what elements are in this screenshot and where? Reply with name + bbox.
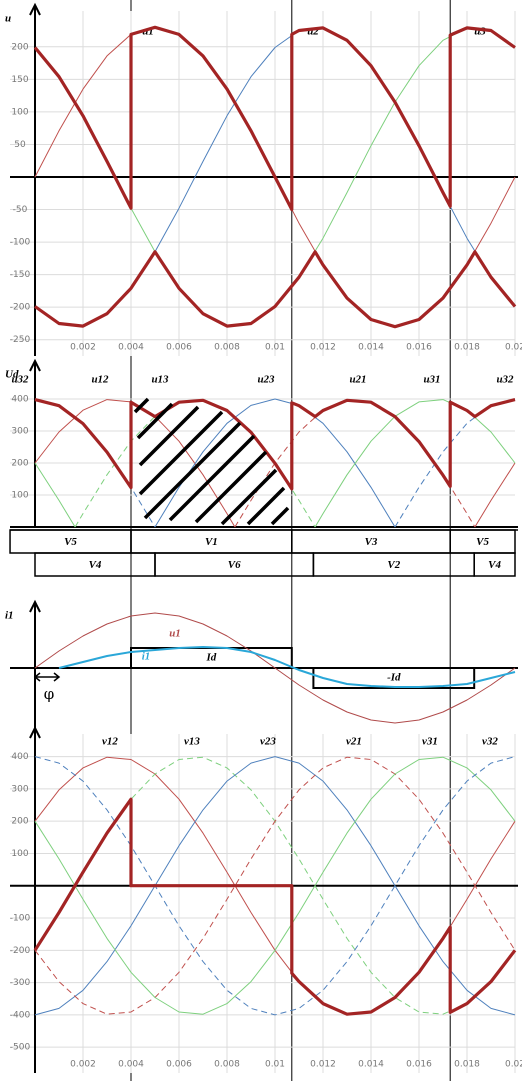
- series-label: v21: [346, 736, 362, 748]
- y-axis-label: u: [5, 13, 11, 25]
- x-tick-label: 0.02: [505, 343, 522, 353]
- series-label: u21: [349, 374, 366, 386]
- y-axis-arrow: [29, 599, 41, 613]
- panel: 0.002 0.004 0.006 0.008 0.01 0.012 0.014 0.016 0…: [5, 2, 522, 356]
- y-tick-label: -500: [10, 1043, 31, 1053]
- series-label: u12: [91, 374, 109, 386]
- series-line: [34, 250, 517, 329]
- thyristor-label: V5: [476, 536, 489, 548]
- series-line: [34, 756, 516, 1015]
- conduction-table: V5 V1 V3 V5 V4 V6 V2 V4: [9, 529, 518, 577]
- x-tick-label: 0.004: [118, 1060, 144, 1070]
- y-tick-label: 100: [11, 849, 28, 859]
- series-label: u23: [257, 374, 275, 386]
- series-label: u1: [142, 26, 154, 38]
- level-label: -Id: [387, 672, 401, 684]
- thyristor-label: V3: [365, 536, 378, 548]
- series-label: v23: [260, 736, 276, 748]
- series-label: u13: [151, 374, 169, 386]
- panel: i1 Id -Id φ u1 i1: [5, 599, 518, 728]
- x-tick-label: 0.016: [406, 343, 432, 353]
- y-tick-label: 50: [14, 140, 26, 150]
- y-tick-label: -200: [10, 303, 31, 313]
- hatch: [133, 397, 290, 526]
- y-tick-label: -300: [10, 978, 31, 988]
- series-line: [33, 797, 517, 1016]
- series-label: v31: [422, 736, 438, 748]
- series-label: u32: [496, 374, 514, 386]
- thyristor-label: V6: [228, 559, 241, 571]
- y-axis-arrow: [29, 358, 41, 372]
- y-axis-arrow: [29, 2, 41, 16]
- x-tick-label: 0.002: [70, 343, 96, 353]
- y-tick-label: 150: [11, 75, 28, 85]
- phi-label: φ: [44, 685, 55, 703]
- x-tick-label: 0.012: [310, 1060, 336, 1070]
- y-tick-label: 400: [11, 395, 28, 405]
- y-tick-label: 100: [11, 107, 28, 117]
- series-line: [34, 612, 516, 724]
- series-label: u32: [11, 374, 29, 386]
- series-label: v13: [184, 736, 200, 748]
- series-line: [33, 25, 516, 212]
- x-tick-label: 0.018: [454, 343, 480, 353]
- background-layer: [10, 0, 516, 1081]
- series-label: u1: [169, 628, 181, 640]
- y-tick-label: 200: [11, 817, 28, 827]
- x-tick-label: 0.016: [406, 1060, 432, 1070]
- series-line: [34, 756, 516, 1016]
- y-axis-arrow: [29, 725, 41, 739]
- x-tick-label: 0.004: [118, 343, 144, 353]
- y-tick-label: 300: [11, 427, 28, 437]
- y-tick-label: 200: [11, 459, 28, 469]
- series-label: v32: [482, 736, 498, 748]
- series-label: v12: [102, 736, 118, 748]
- x-tick-label: 0.02: [505, 1060, 522, 1070]
- y-tick-label: 300: [11, 784, 28, 794]
- level-label: Id: [206, 652, 217, 664]
- x-tick-label: 0.01: [265, 1060, 285, 1070]
- y-tick-label: 400: [11, 752, 28, 762]
- conduction-interval: [473, 552, 516, 577]
- x-tick-label: 0.01: [265, 343, 285, 353]
- y-axis-label: Ud: [5, 369, 19, 381]
- y-tick-label: -100: [10, 914, 31, 924]
- thyristor-label: V4: [488, 559, 501, 571]
- y-tick-label: 100: [11, 491, 28, 501]
- x-tick-label: 0.006: [166, 343, 192, 353]
- x-tick-label: 0.008: [214, 1060, 240, 1070]
- y-tick-label: -400: [10, 1010, 31, 1020]
- y-tick-label: -100: [10, 238, 31, 248]
- y-tick-label: -50: [13, 205, 28, 215]
- x-tick-label: 0.002: [70, 1060, 96, 1070]
- y-tick-label: -200: [10, 946, 31, 956]
- series-line: [58, 646, 516, 688]
- series-line: [34, 398, 516, 491]
- current-level: [312, 667, 476, 689]
- x-tick-label: 0.014: [358, 1060, 384, 1070]
- y-tick-label: -150: [10, 270, 31, 280]
- series-label: u31: [423, 374, 440, 386]
- phi-arrow: [33, 672, 61, 682]
- thyristor-label: V4: [89, 559, 102, 571]
- series-line: [34, 756, 516, 1015]
- x-tick-label: 0.006: [166, 1060, 192, 1070]
- x-tick-label: 0.008: [214, 343, 240, 353]
- series-line: [34, 399, 516, 528]
- x-tick-label: 0.018: [454, 1060, 480, 1070]
- x-tick-label: 0.012: [310, 343, 336, 353]
- panel: 0.002 0.004 0.006 0.008 0.01 0.012 0.014 0.016 0…: [10, 725, 522, 1073]
- thyristor-label: V5: [64, 536, 77, 548]
- series-label: i1: [142, 651, 151, 663]
- panel: 100 200 300 400 Ud u12 u13 u23 u21 u31 u32 u32: [5, 358, 518, 528]
- x-tick-label: 0.014: [358, 343, 384, 353]
- y-tick-label: -250: [10, 335, 31, 345]
- y-tick-label: 200: [11, 42, 28, 52]
- y-axis-label: i1: [5, 610, 14, 622]
- thyristor-label: V2: [387, 559, 400, 571]
- thyristor-label: V1: [205, 536, 218, 548]
